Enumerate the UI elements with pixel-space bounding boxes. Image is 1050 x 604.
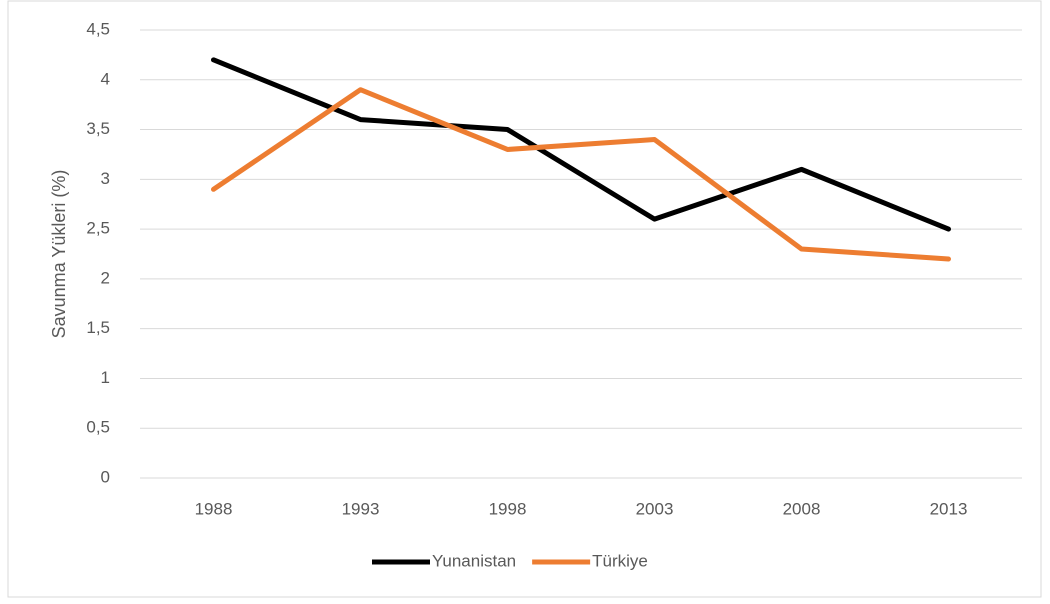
series-line	[211, 57, 951, 232]
legend-label: Türkiye	[592, 551, 648, 570]
chart-frame	[7, 0, 1042, 598]
y-tick-label: 4,5	[86, 19, 110, 38]
y-tick-label: 1	[101, 368, 110, 387]
y-tick-label: 0,5	[86, 418, 110, 437]
y-tick-label: 3	[101, 169, 110, 188]
y-tick-label: 1,5	[86, 318, 110, 337]
x-tick-label: 1993	[342, 499, 380, 518]
x-tick-label: 2013	[930, 499, 968, 518]
y-tick-label: 2,5	[86, 219, 110, 238]
y-tick-label: 0	[101, 467, 110, 486]
y-tick-label: 3,5	[86, 119, 110, 138]
y-tick-label: 2	[101, 268, 110, 287]
legend-label: Yunanistan	[432, 551, 516, 570]
x-tick-label: 2008	[783, 499, 821, 518]
series-line	[211, 87, 951, 262]
x-tick-label: 1998	[489, 499, 527, 518]
x-tick-label: 2003	[636, 499, 674, 518]
x-tick-label: 1988	[195, 499, 233, 518]
y-tick-label: 4	[101, 69, 110, 88]
y-axis-label: Savunma Yükleri (%)	[49, 170, 69, 339]
